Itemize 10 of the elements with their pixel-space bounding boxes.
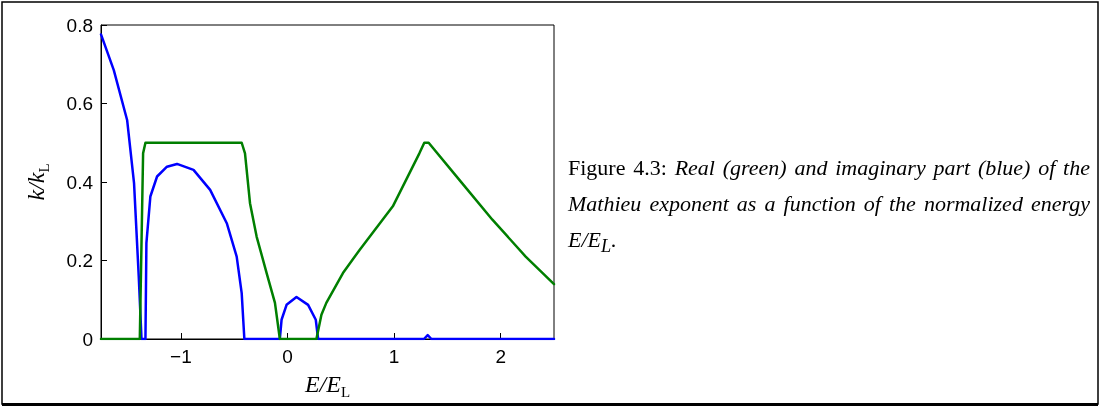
x-tick-label: 2: [495, 346, 506, 367]
y-tick-label: 0.4: [66, 171, 94, 193]
x-tick-label: 1: [388, 346, 400, 367]
caption: Figure 4.3: Real (green) and imaginary part (blue) of the Mathieu exponent as a function of the normalized energy E/E$_{L}$.: [568, 154, 1090, 259]
y-tick-label: 0.8: [66, 14, 93, 36]
x-tick-label: −1: [170, 346, 192, 367]
y-tick-label: 0.2: [66, 250, 93, 271]
y-tick-label: 0: [82, 328, 93, 350]
y-tick-label: 0.6: [66, 93, 93, 114]
x-tick-label: 0: [282, 346, 293, 367]
